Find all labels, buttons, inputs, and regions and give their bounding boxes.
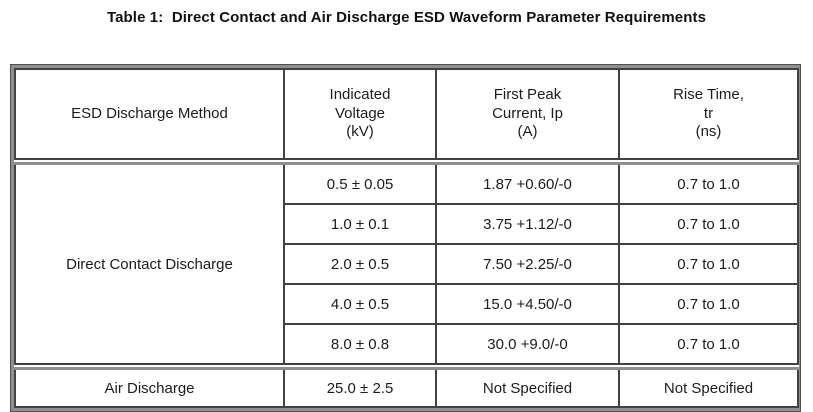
table-caption: Table 1: Direct Contact and Air Discharg… — [106, 9, 707, 26]
table-row: Direct Contact Discharge 0.5 ± 0.05 1.87… — [14, 162, 799, 365]
table-body: Direct Contact Discharge 0.5 ± 0.05 1.87… — [14, 158, 799, 408]
divider-line — [15, 158, 798, 165]
table-row: 8.0 ± 0.8 30.0 +9.0/-0 0.7 to 1.0 — [15, 323, 799, 365]
method-cell-direct-contact: Direct Contact Discharge — [14, 162, 285, 365]
current-cell: 30.0 +9.0/-0 — [435, 323, 620, 365]
rise-time-cell: 0.7 to 1.0 — [618, 283, 799, 325]
rise-time-cell: 0.7 to 1.0 — [618, 203, 799, 245]
table-row: 4.0 ± 0.5 15.0 +4.50/-0 0.7 to 1.0 — [15, 283, 799, 325]
voltage-cell: 25.0 ± 2.5 — [283, 367, 437, 408]
table-row: 2.0 ± 0.5 7.50 +2.25/-0 0.7 to 1.0 — [15, 243, 799, 285]
voltage-cell: 4.0 ± 0.5 — [283, 283, 437, 325]
voltage-cell: 8.0 ± 0.8 — [283, 323, 437, 365]
voltage-cell: 0.5 ± 0.05 — [283, 162, 437, 205]
rise-time-cell: 0.7 to 1.0 — [618, 162, 799, 205]
column-header-method: ESD Discharge Method — [14, 68, 285, 160]
esd-parameters-table: ESD Discharge Method Indicated Voltage (… — [14, 68, 799, 408]
current-cell: 3.75 +1.12/-0 — [435, 203, 620, 245]
section-divider — [15, 363, 798, 370]
column-header-rise-time: Rise Time, tr (ns) — [618, 68, 799, 160]
table-outer-frame: ESD Discharge Method Indicated Voltage (… — [10, 64, 801, 412]
header-body-divider — [15, 158, 798, 165]
current-cell: Not Specified — [435, 367, 620, 408]
current-cell: 7.50 +2.25/-0 — [435, 243, 620, 285]
method-cell-air-discharge: Air Discharge — [14, 367, 285, 408]
column-header-current: First Peak Current, Ip (A) — [435, 68, 620, 160]
header-row: ESD Discharge Method Indicated Voltage (… — [14, 68, 799, 160]
divider-line — [15, 363, 798, 370]
current-cell: 1.87 +0.60/-0 — [435, 162, 620, 205]
column-header-voltage: Indicated Voltage (kV) — [283, 68, 437, 160]
table-header: ESD Discharge Method Indicated Voltage (… — [14, 68, 799, 160]
table-row-air-discharge: Air Discharge 25.0 ± 2.5 Not Specified N… — [14, 367, 799, 408]
current-cell: 15.0 +4.50/-0 — [435, 283, 620, 325]
voltage-cell: 2.0 ± 0.5 — [283, 243, 437, 285]
table-row: 1.0 ± 0.1 3.75 +1.12/-0 0.7 to 1.0 — [15, 203, 799, 245]
rise-time-cell: 0.7 to 1.0 — [618, 323, 799, 365]
voltage-cell: 1.0 ± 0.1 — [283, 203, 437, 245]
rise-time-cell: Not Specified — [618, 367, 799, 408]
rise-time-cell: 0.7 to 1.0 — [618, 243, 799, 285]
